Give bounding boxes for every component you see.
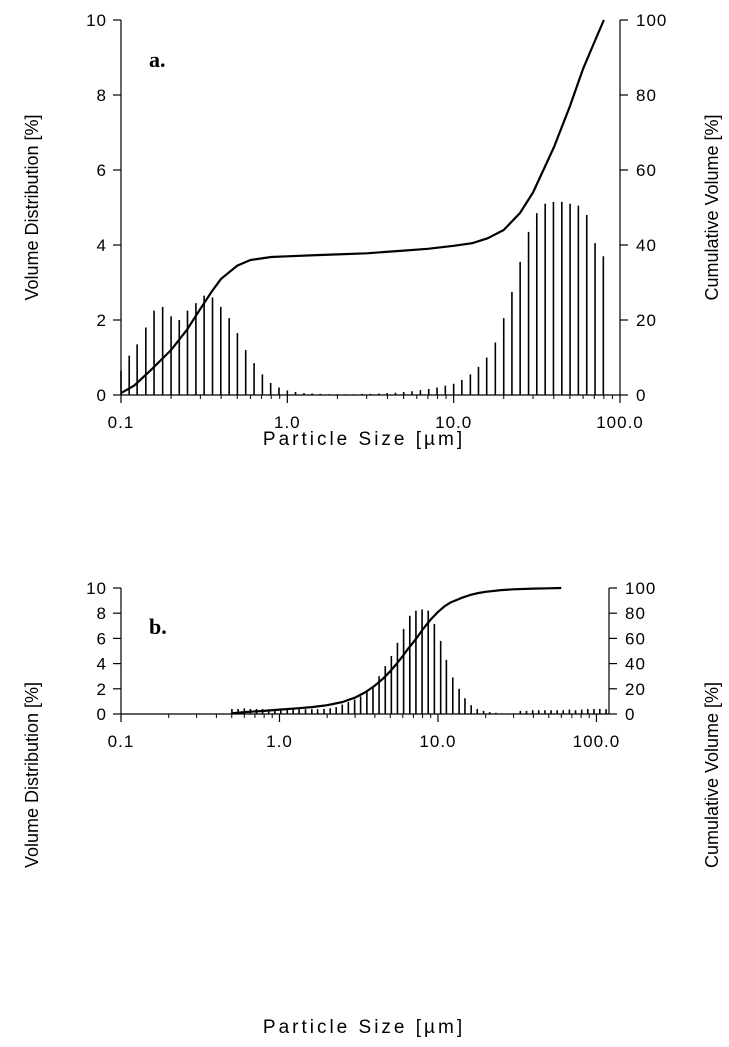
y2-tick-label: 0 <box>625 705 635 724</box>
x-tick-label: 1.0 <box>274 413 301 432</box>
panel-label: a. <box>149 47 166 72</box>
volume-distribution-bars <box>120 201 605 395</box>
y-tick-label: 4 <box>97 236 107 255</box>
y-tick-label: 4 <box>97 655 107 674</box>
y-tick-label: 10 <box>86 11 107 30</box>
cumulative-line <box>231 586 562 715</box>
x-tick-label: 0.1 <box>108 732 135 751</box>
y-tick-label: 2 <box>97 311 107 330</box>
y2-tick-label: 20 <box>636 311 657 330</box>
y-axis-title: Volume Distribution [%] <box>22 114 42 300</box>
x-tick-label: 100.0 <box>596 413 644 432</box>
y2-tick-label: 80 <box>625 604 646 623</box>
x-axis-title: Particle Size [µm] <box>263 1017 465 1038</box>
cumulative-volume-curve <box>231 586 562 715</box>
y2-axis-title: Cumulative Volume [%] <box>702 114 722 300</box>
y2-axis-title: Cumulative Volume [%] <box>702 682 722 868</box>
y-tick-label: 0 <box>97 705 107 724</box>
plot-area <box>121 588 609 714</box>
y2-tick-label: 0 <box>636 386 646 405</box>
y2-tick-label: 20 <box>625 680 646 699</box>
x-tick-label: 100.0 <box>573 732 621 751</box>
y2-tick-label: 40 <box>636 236 657 255</box>
x-tick-label: 1.0 <box>266 732 293 751</box>
volume-distribution-bars <box>231 609 607 714</box>
y-axis-title: Volume Distribution [%] <box>22 682 42 868</box>
y-tick-label: 6 <box>97 629 107 648</box>
y-tick-label: 0 <box>97 386 107 405</box>
y2-tick-label: 80 <box>636 86 657 105</box>
y-tick-label: 10 <box>86 579 107 598</box>
y-tick-label: 8 <box>97 604 107 623</box>
y2-tick-label: 40 <box>625 655 646 674</box>
x-tick-label: 10.0 <box>419 732 456 751</box>
y2-tick-label: 100 <box>636 11 667 30</box>
y-tick-label: 6 <box>97 161 107 180</box>
x-tick-label: 10.0 <box>435 413 472 432</box>
panel-label: b. <box>149 614 167 639</box>
y-tick-label: 8 <box>97 86 107 105</box>
cumulative-volume-curve <box>120 19 605 395</box>
cumulative-line <box>120 19 605 395</box>
y2-tick-label: 60 <box>625 629 646 648</box>
y2-tick-label: 60 <box>636 161 657 180</box>
x-axis-title: Particle Size [µm] <box>263 429 465 450</box>
y-tick-label: 2 <box>97 680 107 699</box>
y2-tick-label: 100 <box>625 579 656 598</box>
x-tick-label: 0.1 <box>108 413 135 432</box>
